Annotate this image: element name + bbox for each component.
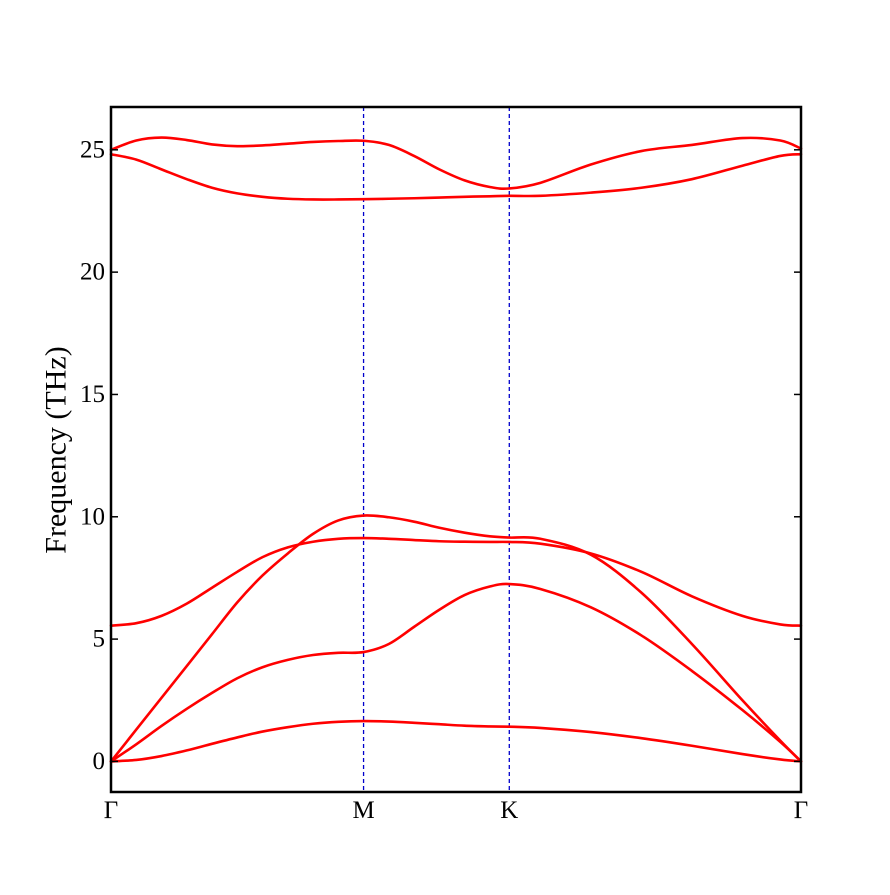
band-lines xyxy=(109,136,803,763)
y-tick-label: 10 xyxy=(80,503,105,530)
y-tick-label: 0 xyxy=(93,748,106,775)
x-tick-label: M xyxy=(352,797,374,824)
band-line-5 xyxy=(109,152,803,201)
band-line-4 xyxy=(109,536,803,627)
y-tick-label: 20 xyxy=(80,259,105,286)
x-tick-label: Γ xyxy=(104,797,118,824)
y-axis-label: Frequency (THz) xyxy=(40,346,73,553)
band-line-2 xyxy=(109,582,803,763)
y-tick-label: 5 xyxy=(93,626,106,653)
axes xyxy=(109,105,803,794)
band-line-3 xyxy=(109,514,803,763)
high-symmetry-lines xyxy=(362,107,510,792)
band-line-6 xyxy=(109,136,803,191)
plot-frame xyxy=(109,105,803,794)
y-tick-label: 25 xyxy=(80,136,105,163)
x-tick-label: Γ xyxy=(794,797,808,824)
x-tick-label: K xyxy=(500,797,518,824)
band-line-1 xyxy=(109,719,803,763)
y-tick-label: 15 xyxy=(80,381,105,408)
y-ticks: 0 5 10 15 20 25 xyxy=(80,136,801,775)
